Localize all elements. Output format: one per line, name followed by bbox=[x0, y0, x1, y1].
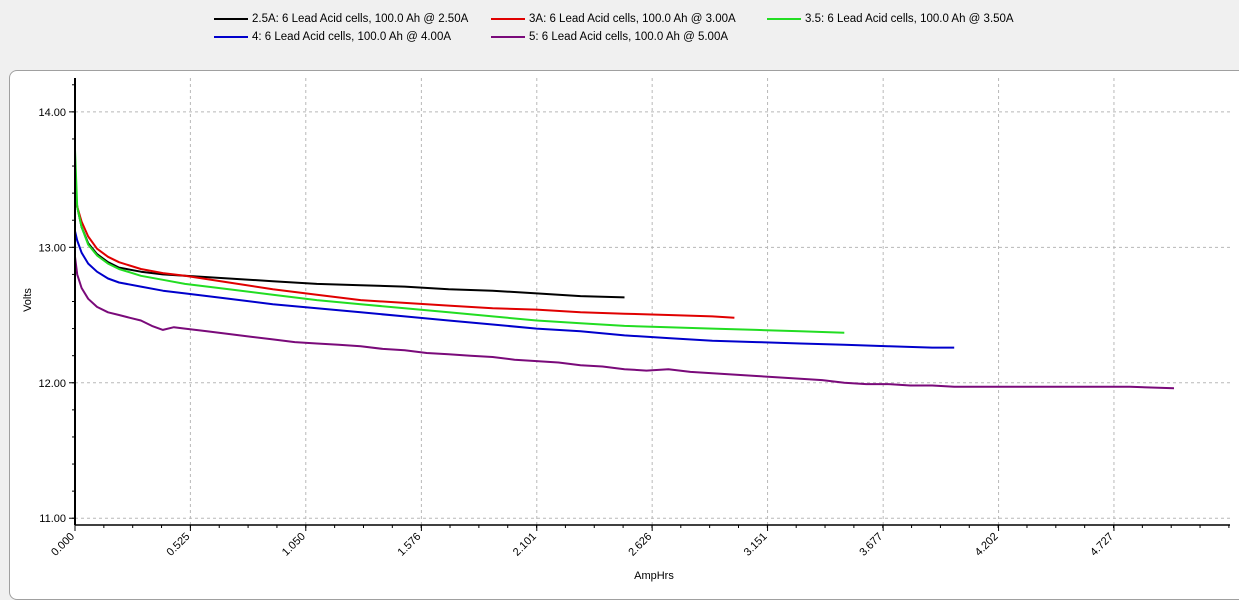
chart-legend: 2.5A: 6 Lead Acid cells, 100.0 Ah @ 2.50… bbox=[0, 0, 1239, 60]
y-tick-label: 12.00 bbox=[38, 378, 66, 390]
legend-swatch-purple bbox=[491, 36, 525, 38]
legend-swatch-green bbox=[767, 18, 801, 20]
x-tick-label: 0.000 bbox=[49, 531, 77, 559]
legend-label: 3A: 6 Lead Acid cells, 100.0 Ah @ 3.00A bbox=[529, 13, 736, 25]
x-tick-label: 1.576 bbox=[396, 531, 424, 559]
legend-entry-4a[interactable]: 4: 6 Lead Acid cells, 100.0 Ah @ 4.00A bbox=[214, 31, 451, 43]
x-tick-label: 4.727 bbox=[1088, 531, 1116, 559]
legend-entry-3-5a[interactable]: 3.5: 6 Lead Acid cells, 100.0 Ah @ 3.50A bbox=[767, 13, 1014, 25]
x-tick-label: 4.202 bbox=[973, 531, 1001, 559]
legend-entry-2-5a[interactable]: 2.5A: 6 Lead Acid cells, 100.0 Ah @ 2.50… bbox=[214, 13, 468, 25]
x-tick-label: 1.050 bbox=[280, 531, 308, 559]
x-tick-label: 2.101 bbox=[511, 531, 539, 559]
y-tick-label: 14.00 bbox=[38, 107, 66, 119]
legend-label: 4: 6 Lead Acid cells, 100.0 Ah @ 4.00A bbox=[252, 31, 452, 43]
grid-lines bbox=[75, 78, 1230, 525]
axes bbox=[69, 78, 1230, 531]
legend-entry-5a[interactable]: 5: 6 Lead Acid cells, 100.0 Ah @ 5.00A bbox=[491, 31, 728, 43]
x-tick-label: 2.626 bbox=[626, 531, 654, 559]
y-axis-title: Volts bbox=[22, 288, 34, 312]
legend-swatch-black bbox=[214, 18, 248, 20]
legend-entry-3a[interactable]: 3A: 6 Lead Acid cells, 100.0 Ah @ 3.00A bbox=[491, 13, 736, 25]
legend-label: 2.5A: 6 Lead Acid cells, 100.0 Ah @ 2.50… bbox=[252, 13, 469, 25]
y-tick-label: 13.00 bbox=[38, 242, 66, 254]
x-tick-label: 0.525 bbox=[165, 531, 193, 559]
y-tick-label: 11.00 bbox=[39, 513, 66, 525]
legend-swatch-red bbox=[491, 18, 525, 20]
legend-label: 3.5: 6 Lead Acid cells, 100.0 Ah @ 3.50A bbox=[805, 13, 1014, 25]
series-line-2[interactable] bbox=[74, 149, 845, 334]
series-layer bbox=[74, 149, 1175, 390]
tick-labels: 0.000 0.525 1.050 1.576 2.101 2.626 3.151 3.677… bbox=[38, 107, 1116, 559]
series-line-0[interactable] bbox=[74, 183, 625, 299]
x-axis-title: AmpHrs bbox=[634, 570, 674, 582]
legend-label: 5: 6 Lead Acid cells, 100.0 Ah @ 5.00A bbox=[529, 31, 729, 43]
series-line-1[interactable] bbox=[74, 190, 735, 319]
x-tick-label: 3.151 bbox=[742, 531, 770, 559]
series-line-4[interactable] bbox=[74, 256, 1175, 390]
legend-swatch-blue bbox=[214, 36, 248, 38]
series-line-3[interactable] bbox=[74, 230, 955, 349]
x-tick-label: 3.677 bbox=[857, 531, 885, 559]
